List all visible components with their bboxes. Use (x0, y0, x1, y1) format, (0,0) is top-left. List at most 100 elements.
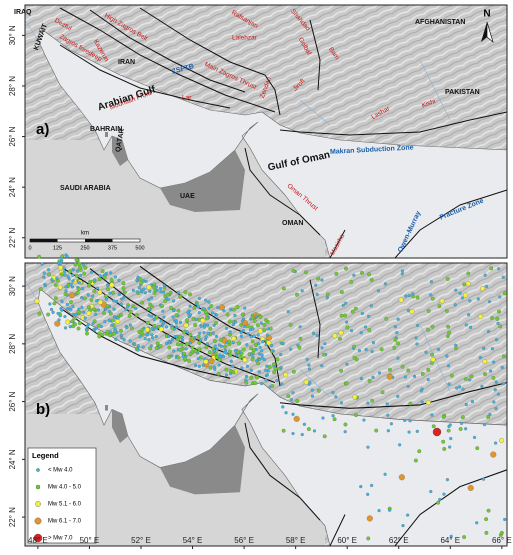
epicenter (135, 290, 139, 294)
scale-unit: km (81, 231, 89, 237)
epicenter (76, 326, 81, 331)
epicenter (97, 331, 102, 336)
epicenter (164, 325, 169, 329)
epicenter (280, 382, 284, 386)
epicenter (494, 380, 498, 384)
epicenter (108, 291, 112, 295)
epicenter (77, 307, 81, 311)
epicenter (364, 347, 368, 352)
epicenter (203, 323, 207, 327)
epicenter (64, 285, 68, 289)
epicenter (37, 311, 42, 316)
epicenter (97, 289, 103, 295)
epicenter (74, 273, 79, 278)
epicenter (166, 297, 170, 301)
epicenter (93, 278, 97, 282)
epicenter (112, 307, 116, 311)
epicenter (140, 300, 145, 305)
epicenter (42, 275, 46, 279)
epicenter (383, 472, 387, 476)
epicenter (404, 294, 408, 298)
epicenter (213, 351, 218, 356)
epicenter (86, 323, 90, 327)
epicenter (224, 326, 229, 330)
epicenter (499, 437, 505, 443)
epicenter (213, 344, 217, 348)
epicenter (266, 340, 272, 346)
epicenter (243, 324, 247, 328)
epicenter (252, 319, 257, 323)
epicenter (121, 296, 126, 300)
epicenter (371, 341, 376, 345)
epicenter (455, 386, 459, 390)
epicenter (460, 296, 464, 300)
epicenter (275, 357, 280, 362)
epicenter (339, 368, 344, 373)
epicenter (212, 323, 216, 327)
epicenter (484, 530, 489, 535)
epicenter (187, 358, 192, 363)
epicenter (122, 338, 126, 342)
epicenter (430, 352, 435, 357)
epicenter (55, 276, 59, 280)
epicenter (369, 278, 374, 282)
epicenter (426, 367, 431, 372)
epicenter (104, 307, 108, 311)
epicenter (154, 346, 159, 350)
epicenter (480, 384, 484, 388)
epicenter (212, 339, 217, 343)
epicenter (501, 381, 506, 386)
epicenter (386, 373, 393, 380)
epicenter (349, 279, 354, 284)
epicenter (386, 413, 390, 417)
epicenter (370, 483, 374, 488)
epicenter (497, 267, 501, 271)
epicenter (200, 318, 206, 324)
epicenter (354, 413, 359, 418)
epicenter (320, 278, 324, 282)
epicenter (228, 330, 232, 334)
epicenter (344, 266, 348, 271)
epicenter (172, 308, 176, 313)
epicenter (118, 313, 123, 318)
epicenter (155, 341, 160, 346)
place-label: UAE (180, 193, 195, 200)
epicenter (320, 364, 324, 368)
epicenter (316, 388, 321, 393)
epicenter (87, 283, 91, 288)
x-tick-label: 60° E (337, 536, 357, 545)
epicenter (193, 363, 198, 368)
epicenter (131, 288, 135, 292)
epicenter (262, 358, 267, 362)
epicenter (43, 284, 48, 288)
epicenter (376, 289, 381, 293)
epicenter (420, 371, 425, 376)
epicenter (425, 400, 431, 406)
epicenter (249, 346, 254, 351)
epicenter (160, 304, 164, 309)
epicenter (214, 313, 219, 317)
epicenter (250, 315, 255, 320)
epicenter (430, 296, 435, 301)
epicenter (215, 347, 219, 351)
epicenter (300, 289, 304, 293)
epicenter (214, 355, 219, 360)
epicenter (291, 369, 296, 374)
epicenter (407, 294, 411, 298)
epicenter (199, 324, 203, 328)
epicenter (98, 274, 102, 278)
x-tick-label: 58° E (286, 536, 306, 545)
epicenter (486, 508, 491, 513)
epicenter (367, 272, 372, 277)
epicenter (206, 323, 210, 327)
epicenter (343, 430, 347, 434)
epicenter (233, 313, 237, 318)
epicenter (490, 451, 497, 458)
epicenter (377, 509, 381, 513)
epicenter (430, 324, 435, 329)
epicenter (503, 517, 507, 522)
epicenter (396, 394, 400, 398)
legend-label: Mw 6.1 - 7.0 (48, 519, 82, 525)
epicenter (53, 283, 58, 288)
epicenter (244, 380, 249, 385)
